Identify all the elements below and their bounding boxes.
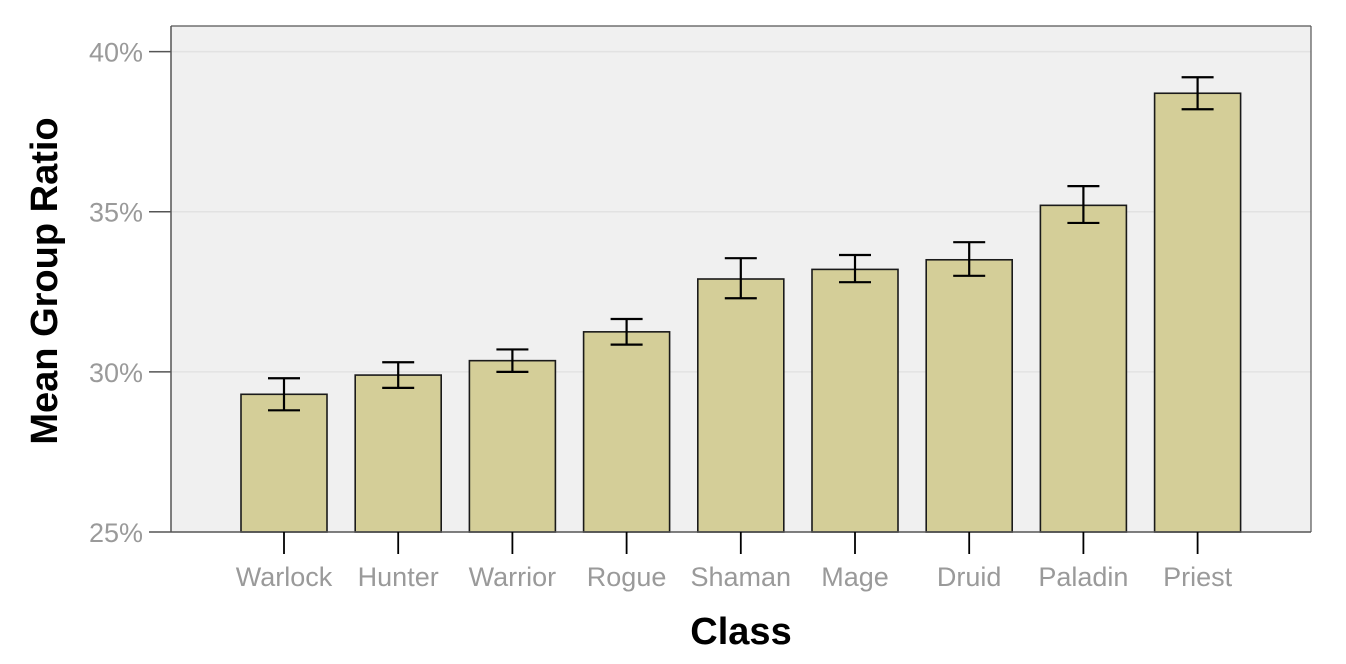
bar-shaman [696,278,785,533]
x-tick-label: Druid [937,562,1002,592]
y-tick-label: 30% [89,358,143,388]
bar-priest [1153,92,1242,533]
x-axis-title: Class [690,611,791,653]
x-tick-label: Shaman [691,562,792,592]
y-tick-label: 25% [89,518,143,548]
x-tick-label: Mage [821,562,889,592]
y-tick-label: 35% [89,198,143,228]
error-bar-priest [1181,76,1214,111]
error-bar-paladin [1067,185,1100,225]
bar-druid [925,258,1014,533]
bar-paladin [1039,204,1128,533]
y-tick-label: 40% [89,38,143,68]
error-bar-shaman [724,257,757,300]
x-tick-label: Priest [1163,562,1233,592]
error-bar-warrior [496,348,529,373]
error-bar-druid [953,241,986,277]
error-bars [268,76,1214,412]
x-tick-label: Warrior [469,562,557,592]
error-bar-mage [839,253,871,284]
error-bar-warlock [268,377,300,412]
x-tick-label: Warlock [236,562,333,592]
y-axis: 25% 30% 35% 40% [89,25,1312,548]
bar-rogue [582,331,671,533]
error-bar-hunter [382,361,415,389]
bar-warrior [468,359,557,533]
bar-hunter [354,374,443,533]
bar-mage [811,268,899,533]
y-axis-title: Mean Group Ratio [24,117,66,444]
error-bar-rogue [610,317,643,346]
x-tick-label: Rogue [587,562,667,592]
x-tick-label: Hunter [358,562,439,592]
bar-warlock [240,393,328,533]
x-tick-label: Paladin [1038,562,1128,592]
x-axis: Warlock Hunter Warrior Rogue Shaman Mage Druid… [171,531,1311,592]
